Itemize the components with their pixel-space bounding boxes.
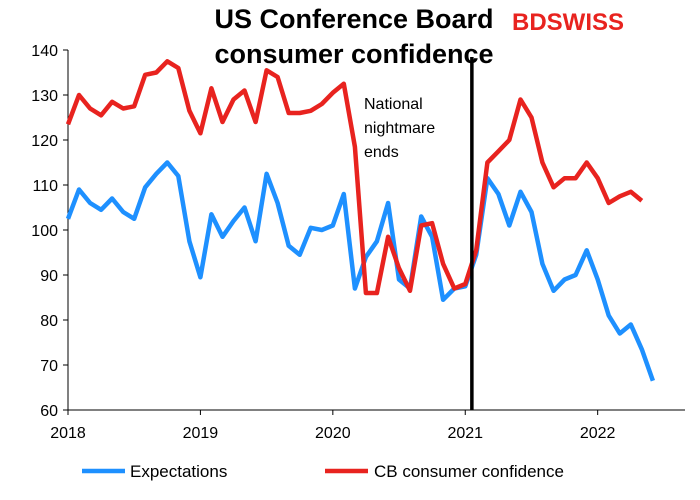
y-tick-label: 90 [40,268,58,285]
annotation-text: National [364,96,423,113]
y-tick-label: 120 [31,133,58,150]
y-tick-label: 80 [40,313,58,330]
y-tick-label: 140 [31,43,58,60]
x-tick-label: 2018 [50,425,86,442]
x-axis-ticks: 2018 2019 2020 2021 2022 [50,410,616,442]
y-tick-label: 110 [32,178,58,195]
brand-logo: BDSWISS [512,9,624,36]
legend-label: Expectations [130,462,227,481]
brand-logo-text: BDSWISS [512,9,624,36]
series-line-cb-consumer-confidence [65,59,644,296]
y-tick-label: 60 [40,403,58,420]
chart-title-line-1: US Conference Board [214,4,493,34]
x-tick-label: 2021 [447,425,483,442]
y-tick-label: 130 [31,88,58,105]
y-tick-label: 70 [40,358,58,375]
annotation-text: nightmare [364,120,435,137]
legend: Expectations CB consumer confidence [82,462,564,481]
annotation: National nightmare ends [364,57,474,410]
y-tick-label: 100 [31,223,58,240]
brand-logo-left: BD [512,9,547,36]
x-tick-label: 2019 [183,425,219,442]
chart-title-line-2: consumer confidence [214,39,493,69]
x-tick-label: 2022 [580,425,616,442]
series-layer [65,59,656,382]
series-line-expectations [65,160,656,382]
annotation-text: ends [364,144,399,161]
chart-title: US Conference Board consumer confidence [214,4,493,69]
x-tick-label: 2020 [315,425,351,442]
brand-logo-right: SWISS [547,9,624,36]
legend-label: CB consumer confidence [374,462,564,481]
y-axis-ticks: 60 70 80 90 100 110 120 130 140 [31,43,68,420]
